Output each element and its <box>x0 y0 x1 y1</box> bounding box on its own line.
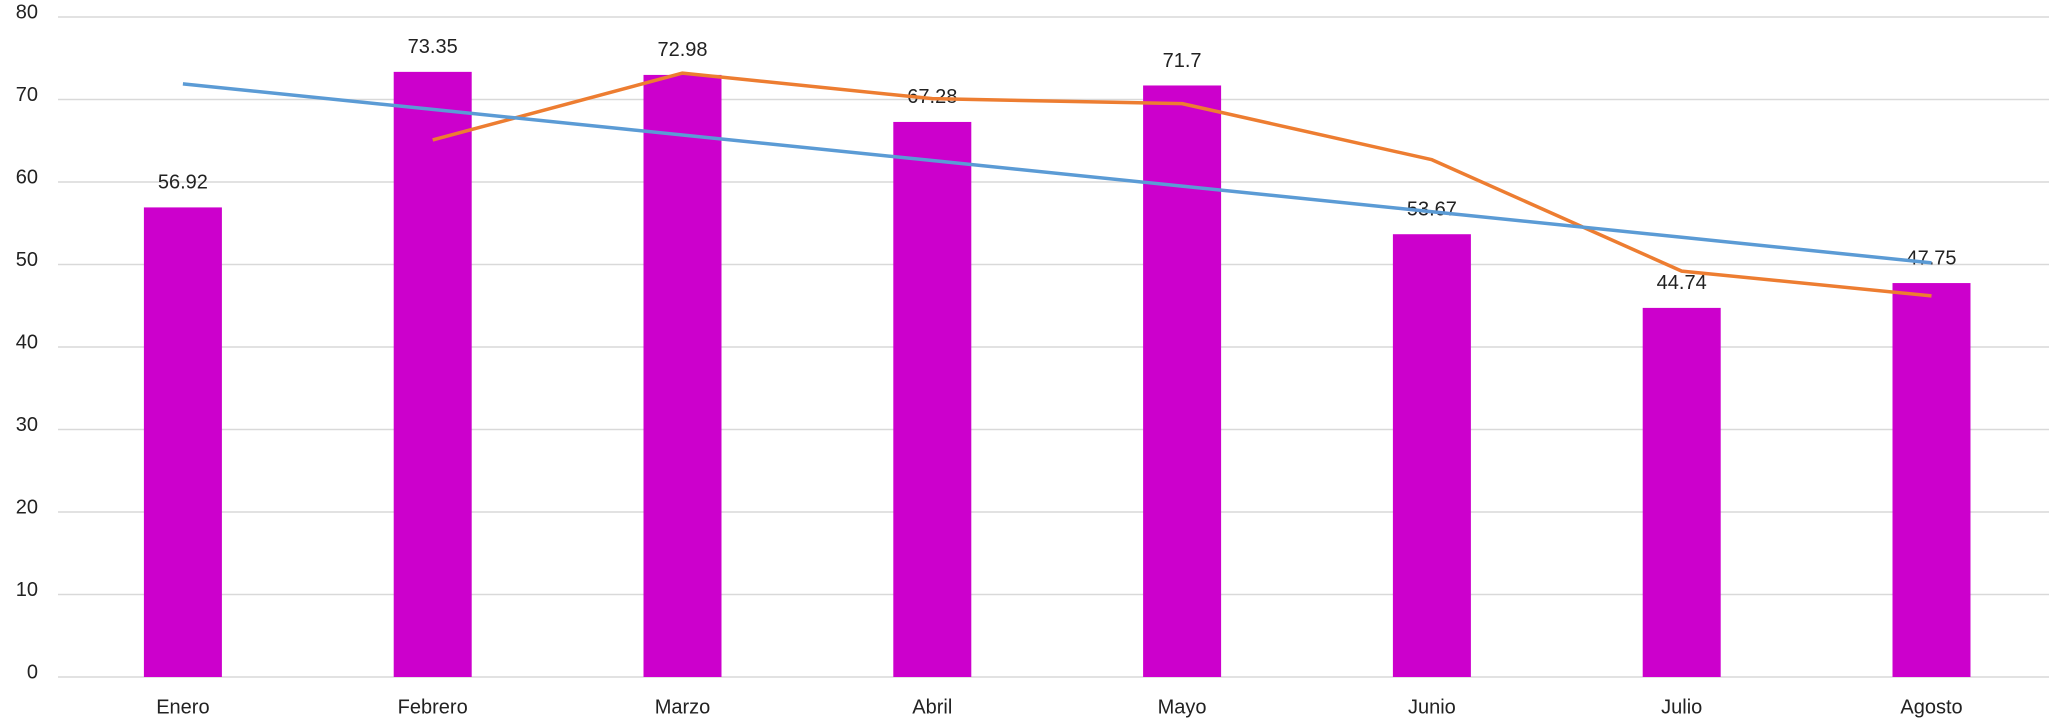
bar <box>1143 85 1222 678</box>
x-tick-label: Julio <box>1661 696 1702 718</box>
value-label: 72.98 <box>657 39 707 61</box>
trend-line <box>182 82 1932 265</box>
value-label: 53.67 <box>1407 199 1457 221</box>
value-label: 73.35 <box>408 36 458 58</box>
value-label: 71.7 <box>1163 50 1202 72</box>
value-label: 47.75 <box>1906 247 1956 269</box>
x-tick-label: Marzo <box>655 696 711 718</box>
x-tick-label: Febrero <box>398 696 468 718</box>
bar <box>1642 307 1721 677</box>
y-tick-label: 20 <box>16 496 38 518</box>
x-tick-label: Junio <box>1408 696 1456 718</box>
bar <box>1392 234 1471 677</box>
bar <box>393 71 472 678</box>
x-tick-label: Enero <box>156 696 209 718</box>
y-tick-label: 10 <box>16 579 38 601</box>
bar <box>643 74 722 678</box>
y-tick-label: 0 <box>27 661 38 683</box>
bar <box>143 207 222 677</box>
x-tick-label: Agosto <box>1900 696 1962 718</box>
value-label: 44.74 <box>1657 272 1707 294</box>
x-tick-label: Mayo <box>1158 696 1207 718</box>
value-label: 56.92 <box>158 172 208 194</box>
x-tick-label: Abril <box>912 696 952 718</box>
y-tick-label: 40 <box>16 331 38 353</box>
y-tick-label: 80 <box>16 1 38 23</box>
y-tick-label: 50 <box>16 249 38 271</box>
y-tick-label: 30 <box>16 414 38 436</box>
trend-line <box>432 71 1932 298</box>
y-tick-label: 70 <box>16 84 38 106</box>
y-tick-label: 60 <box>16 166 38 188</box>
bar <box>1892 283 1971 677</box>
bar <box>893 121 972 677</box>
